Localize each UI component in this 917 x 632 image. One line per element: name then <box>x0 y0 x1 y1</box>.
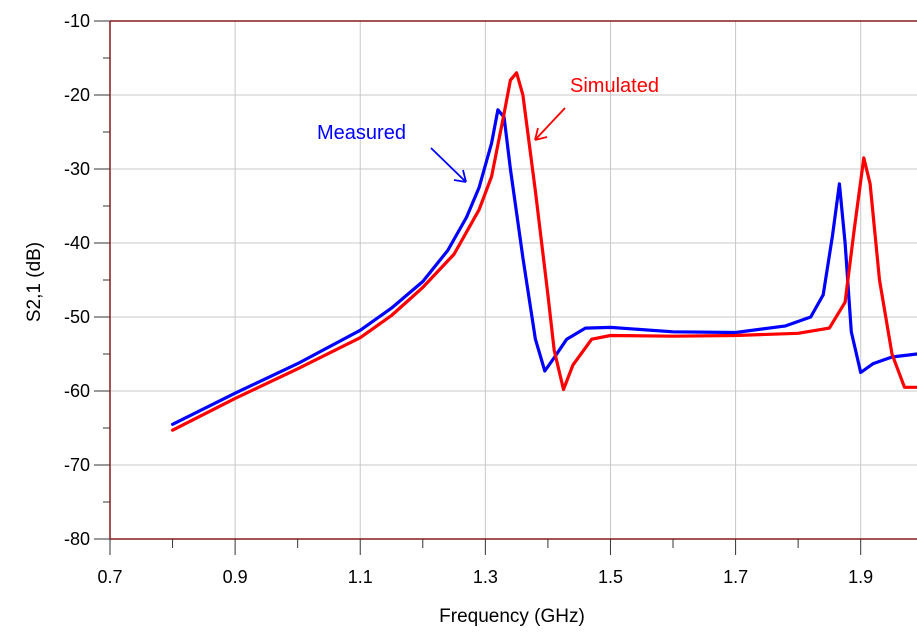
y-tick-label: -10 <box>64 11 90 31</box>
measured-arrow-icon <box>430 147 467 183</box>
x-tick-label: 1.5 <box>598 567 623 587</box>
grid <box>110 21 917 539</box>
y-tick-label: -20 <box>64 85 90 105</box>
x-axis-title: Frequency (GHz) <box>439 606 585 627</box>
y-tick-label: -30 <box>64 159 90 179</box>
x-tick-label: 1.3 <box>473 567 498 587</box>
measured-annotation-label: Measured <box>317 122 406 144</box>
annotations: Measured Simulated <box>317 75 659 183</box>
x-tick-label: 1.1 <box>348 567 373 587</box>
y-tick-label: -80 <box>64 529 90 549</box>
x-tick-label: 1.7 <box>723 567 748 587</box>
series-group <box>171 71 917 432</box>
series-line-simulated <box>171 71 917 432</box>
simulated-arrow-icon <box>534 107 566 141</box>
y-tick-label: -70 <box>64 455 90 475</box>
simulated-annotation-label: Simulated <box>570 75 659 97</box>
x-tick-label: 0.9 <box>223 567 248 587</box>
x-tick-label: 1.9 <box>848 567 873 587</box>
y-tick-label: -50 <box>64 307 90 327</box>
series-line-measured <box>171 108 917 426</box>
axis-ticks: -10 -20 -30 -40 -50 -60 -70 -80 0.7 0.9 1.1 1.3 1.5 1… <box>64 11 873 587</box>
y-tick-label: -40 <box>64 233 90 253</box>
y-tick-label: -60 <box>64 381 90 401</box>
x-tick-label: 0.7 <box>97 567 122 587</box>
y-axis-title: S2,1 (dB) <box>24 242 45 322</box>
